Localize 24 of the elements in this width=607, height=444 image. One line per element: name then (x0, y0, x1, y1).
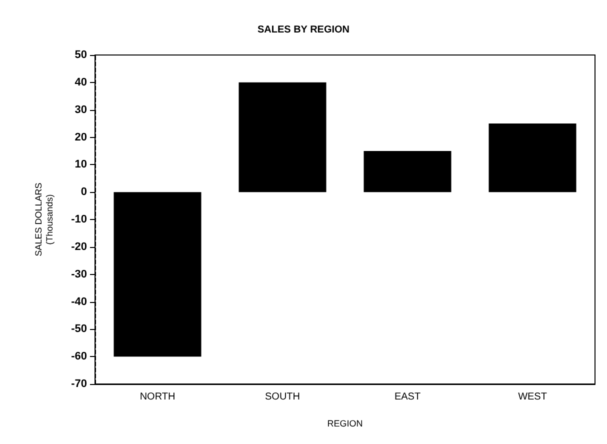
bar (114, 192, 202, 357)
y-tick-label: 0 (80, 186, 87, 198)
x-axis-title: REGION (327, 418, 363, 428)
x-tick-label: WEST (518, 392, 547, 402)
bar (488, 124, 576, 192)
x-tick-label: NORTH (140, 392, 176, 402)
y-axis-title: SALES DOLLARS (Thousands) (34, 182, 54, 256)
y-tick-label: -70 (71, 378, 87, 390)
chart-subtitle: SALES BY REGION (257, 24, 350, 36)
y-tick-label: -20 (71, 240, 87, 253)
y-tick-label: 20 (74, 131, 87, 144)
y-tick-label: -30 (71, 268, 87, 280)
y-tick-label: 40 (74, 76, 87, 88)
y-tick-label: 30 (74, 104, 87, 116)
x-tick-label: EAST (394, 392, 421, 402)
y-tick-label: -10 (71, 214, 87, 226)
y-tick-label: -60 (71, 350, 87, 363)
bar (364, 150, 452, 192)
y-tick-label: 50 (74, 49, 87, 61)
y-tick-label: 10 (74, 158, 87, 171)
bar (238, 82, 326, 192)
y-tick-label: -50 (71, 323, 87, 336)
x-tick-label: SOUTH (265, 392, 300, 402)
y-tick-label: -40 (71, 296, 87, 308)
